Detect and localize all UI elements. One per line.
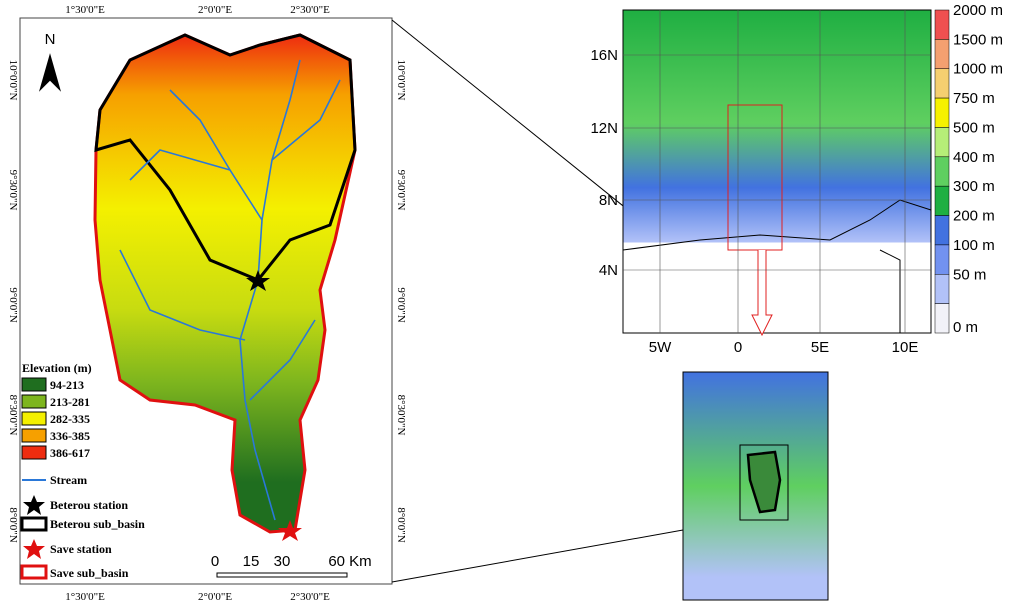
lon-label: 2°0'0"E bbox=[198, 4, 232, 16]
colorbar-cell bbox=[934, 303, 950, 334]
scale-label: 60 Km bbox=[328, 553, 371, 570]
lat-label: 9°30'0"N bbox=[395, 170, 407, 211]
inset-box bbox=[739, 444, 789, 521]
colorbar-cell bbox=[934, 97, 950, 128]
colorbar-label: 750 m bbox=[953, 90, 995, 107]
lat-label: 12N bbox=[590, 120, 618, 137]
legend-label: Save station bbox=[50, 542, 112, 556]
zoom-arrow bbox=[751, 250, 773, 337]
colorbar-label: 500 m bbox=[953, 119, 995, 136]
lat-label: 8°30'0"N bbox=[395, 395, 407, 436]
scale-bar bbox=[216, 572, 348, 578]
colorbar-cell bbox=[934, 185, 950, 216]
lon-label: 10E bbox=[892, 339, 919, 356]
lon-label: 2°30'0"E bbox=[290, 591, 330, 603]
legend-label: Beterou sub_basin bbox=[50, 517, 145, 531]
legend-label: Beterou station bbox=[50, 498, 128, 512]
lon-label: 0 bbox=[734, 339, 742, 356]
colorbar-label: 300 m bbox=[953, 178, 995, 195]
lon-label: 1°30'0"E bbox=[65, 591, 105, 603]
lon-label: 2°30'0"E bbox=[290, 4, 330, 16]
beterou-sub-basin bbox=[94, 33, 357, 282]
lat-label: 8N bbox=[599, 192, 618, 209]
north-label: N bbox=[45, 31, 56, 48]
regional-map bbox=[622, 9, 932, 334]
scale-label: 15 bbox=[243, 553, 260, 570]
lat-label: 9°30'0"N bbox=[7, 170, 19, 211]
legend-swatch bbox=[21, 377, 47, 392]
lat-label: 8°30'0"N bbox=[7, 395, 19, 436]
lon-label: 1°30'0"E bbox=[65, 4, 105, 16]
colorbar-label: 0 m bbox=[953, 319, 978, 336]
save-station bbox=[278, 520, 302, 541]
beterou-station bbox=[246, 270, 270, 291]
colorbar-label: 100 m bbox=[953, 237, 995, 254]
colorbar-label: 2000 m bbox=[953, 2, 1003, 19]
colorbar-label: 200 m bbox=[953, 208, 995, 225]
legend-box bbox=[20, 564, 48, 580]
colorbar-cell bbox=[934, 127, 950, 158]
colorbar-label: 400 m bbox=[953, 149, 995, 166]
legend-swatch bbox=[21, 428, 47, 443]
lat-label: 9°0'0"N bbox=[7, 287, 19, 322]
inset-basin bbox=[746, 450, 782, 514]
study-box bbox=[727, 104, 783, 251]
zoom-line bbox=[391, 529, 684, 583]
legend-title: Elevation (m) bbox=[22, 361, 92, 375]
legend-label: 213-281 bbox=[50, 395, 90, 409]
legend-star bbox=[23, 495, 45, 515]
legend-star bbox=[23, 539, 45, 559]
colorbar-label: 1500 m bbox=[953, 31, 1003, 48]
lat-label: 10°0'0"N bbox=[395, 60, 407, 101]
legend-label: 94-213 bbox=[50, 378, 84, 392]
legend-box bbox=[20, 516, 48, 532]
lon-label: 2°0'0"E bbox=[198, 591, 232, 603]
streams bbox=[119, 59, 341, 521]
lat-label: 10°0'0"N bbox=[7, 60, 19, 101]
colorbar-cell bbox=[934, 39, 950, 69]
colorbar-cell bbox=[934, 274, 950, 304]
scale-label: 0 bbox=[211, 553, 219, 570]
colorbar-label: 1000 m bbox=[953, 61, 1003, 78]
legend-swatch bbox=[21, 445, 47, 460]
lon-label: 5W bbox=[649, 339, 672, 356]
legend-label: 282-335 bbox=[50, 412, 90, 426]
lat-label: 8°0'0"N bbox=[395, 507, 407, 542]
lon-label: 5E bbox=[811, 339, 829, 356]
legend-label: Stream bbox=[50, 473, 87, 487]
legend-label: 386-617 bbox=[50, 446, 90, 460]
lat-label: 9°0'0"N bbox=[395, 287, 407, 322]
legend-label: Save sub_basin bbox=[50, 566, 129, 580]
north-arrow bbox=[38, 53, 62, 92]
lat-label: 4N bbox=[599, 262, 618, 279]
colorbar-cell bbox=[934, 156, 950, 187]
colorbar-cell bbox=[934, 244, 950, 275]
lat-label: 8°0'0"N bbox=[7, 507, 19, 542]
legend-swatch bbox=[21, 411, 47, 426]
colorbar-label: 50 m bbox=[953, 266, 986, 283]
colorbar-cell bbox=[934, 215, 950, 246]
colorbar-cell bbox=[934, 68, 950, 99]
legend-label: 336-385 bbox=[50, 429, 90, 443]
lat-label: 16N bbox=[590, 47, 618, 64]
scale-label: 30 bbox=[274, 553, 291, 570]
colorbar-cell bbox=[934, 9, 950, 40]
legend-swatch bbox=[21, 394, 47, 409]
